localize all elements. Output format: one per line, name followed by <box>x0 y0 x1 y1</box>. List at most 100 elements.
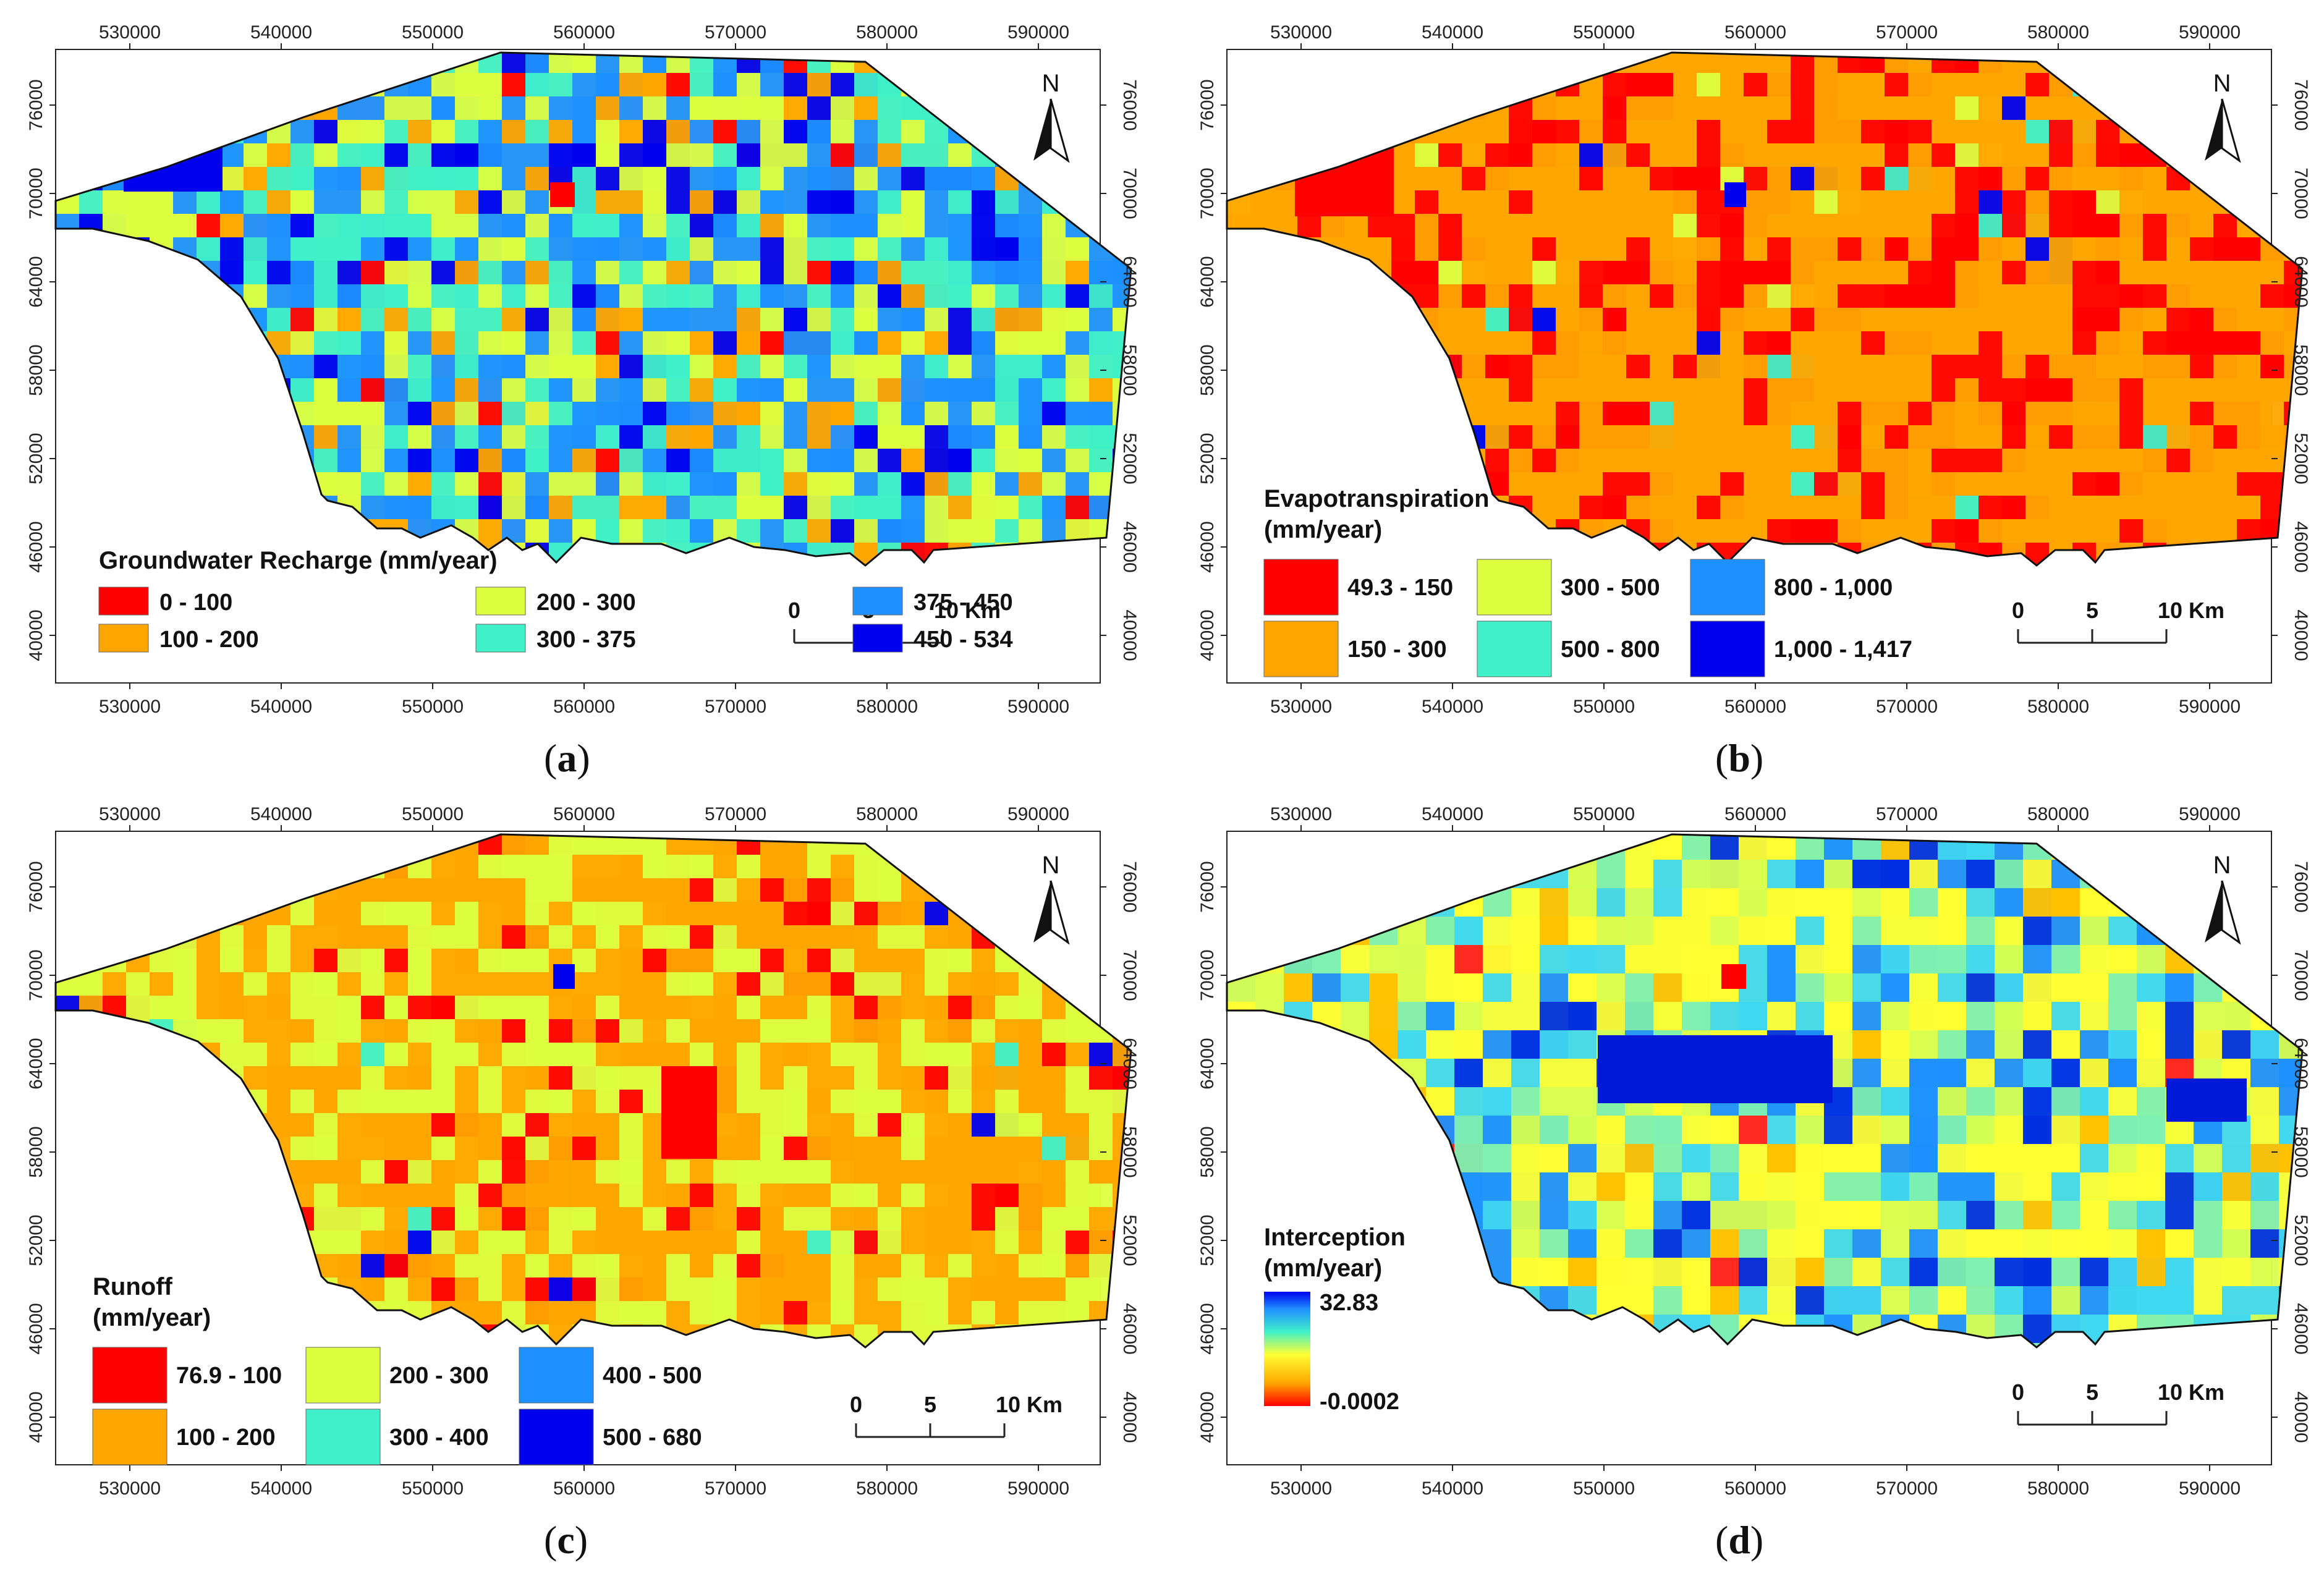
raster-cell <box>1814 308 1838 331</box>
legend-label: 100 - 200 <box>176 1425 276 1451</box>
raster-cell <box>807 1019 831 1043</box>
x-tick-label-top: 580000 <box>856 804 918 824</box>
legend: Groundwater Recharge (mm/year) 0 - 100 100… <box>98 547 1013 653</box>
raster-cell <box>619 1160 643 1184</box>
raster-cell <box>220 190 244 214</box>
raster-cell <box>2080 973 2108 1002</box>
raster-cell <box>2023 1030 2051 1059</box>
caption-c: (c) <box>544 1518 588 1562</box>
raster-cell <box>737 1019 760 1043</box>
caption-d: (d) <box>1715 1518 1764 1562</box>
y-tick-label-left: 76000 <box>1197 861 1218 912</box>
raster-cell <box>1019 1207 1042 1231</box>
x-tick-label-bottom: 570000 <box>1876 1478 1938 1499</box>
raster-cell <box>549 120 572 143</box>
north-arrow-left <box>1033 99 1051 161</box>
x-tick-label-top: 540000 <box>1422 22 1483 43</box>
raster-cell <box>995 1160 1019 1184</box>
raster-cell <box>1426 1002 1454 1030</box>
north-arrow-icon: N <box>2205 852 2241 945</box>
raster-cell <box>1796 1172 1824 1201</box>
raster-cell <box>408 902 431 925</box>
raster-cell <box>713 472 737 496</box>
raster-cell <box>361 425 384 449</box>
raster-cell <box>2237 402 2260 425</box>
raster-cell <box>760 519 784 543</box>
raster-cell <box>661 1066 717 1159</box>
raster-cell <box>784 1066 807 1090</box>
raster-cell <box>549 1254 572 1278</box>
raster-cell <box>854 1301 878 1324</box>
legend-title-units: (mm/year) <box>1264 516 1382 543</box>
raster-cell <box>1113 1278 1131 1301</box>
raster-cell <box>1791 378 1814 402</box>
raster-cell <box>2279 1087 2302 1116</box>
raster-cell <box>1391 167 1415 190</box>
raster-cell <box>713 331 737 355</box>
raster-cell <box>831 1254 854 1278</box>
raster-cell <box>267 190 290 214</box>
raster-cell <box>1019 519 1042 543</box>
raster-cell <box>1938 917 1966 945</box>
raster-cell <box>807 1301 831 1324</box>
raster-cell <box>2190 519 2213 543</box>
raster-cell <box>1113 496 1131 519</box>
raster-cell <box>1909 917 1938 945</box>
raster-cell <box>1579 355 1603 378</box>
raster-cell <box>1720 378 1744 402</box>
raster-cell <box>737 1090 760 1113</box>
raster-cell <box>1136 972 1207 996</box>
raster-cell <box>596 1278 619 1301</box>
raster-cell <box>666 167 690 190</box>
raster-cell <box>1556 378 1579 402</box>
y-tick-label-right: 58000 <box>1119 1126 1140 1177</box>
raster-cell <box>1908 402 1932 425</box>
raster-cell <box>572 1207 596 1231</box>
x-tick-label-bottom: 590000 <box>1007 1478 1069 1499</box>
raster-cell <box>384 949 408 972</box>
north-arrow-icon: N <box>1033 70 1070 163</box>
raster-cell <box>1908 237 1932 261</box>
raster-cell <box>995 425 1019 449</box>
raster-cell <box>807 261 831 284</box>
raster-cell <box>572 167 596 190</box>
raster-cell <box>2049 308 2072 331</box>
raster-cell <box>502 449 525 472</box>
raster-cell <box>2222 1201 2250 1229</box>
raster-cell <box>737 308 760 331</box>
raster-cell <box>831 1043 854 1066</box>
x-tick-label-top: 580000 <box>2027 804 2089 824</box>
legend-swatch <box>852 624 903 653</box>
raster-cell <box>878 1254 901 1278</box>
y-tick-label-left: 58000 <box>1197 344 1218 396</box>
raster-cell <box>854 261 878 284</box>
raster-cell <box>1509 190 1532 214</box>
raster-cell <box>1511 1116 1540 1144</box>
raster-cell <box>784 1207 807 1231</box>
legend-swatch <box>1690 559 1765 616</box>
raster-cell <box>1697 190 1720 214</box>
raster-cell <box>1511 1172 1540 1201</box>
raster-cell <box>643 1254 666 1278</box>
raster-cell <box>596 1137 619 1160</box>
raster-cell <box>1885 120 1908 143</box>
raster-cell <box>525 834 549 855</box>
raster-cell <box>666 1019 690 1043</box>
legend-max-label: 32.83 <box>1320 1290 1378 1316</box>
raster-cell <box>1136 214 1183 237</box>
raster-cell <box>431 214 455 237</box>
raster-cell <box>549 472 572 496</box>
raster-cell <box>1791 214 1814 237</box>
y-tick-label-left: 64000 <box>1197 256 1218 307</box>
raster-cell <box>1955 496 1978 519</box>
raster-cell <box>1682 834 1710 860</box>
raster-cell <box>690 1043 713 1066</box>
raster-cell <box>408 1231 431 1254</box>
legend-label: 300 - 500 <box>1561 575 1660 601</box>
raster-cell <box>737 190 760 214</box>
raster-cell <box>502 472 525 496</box>
raster-cell <box>690 308 713 331</box>
raster-cell <box>2002 143 2025 167</box>
raster-cell <box>831 190 854 214</box>
